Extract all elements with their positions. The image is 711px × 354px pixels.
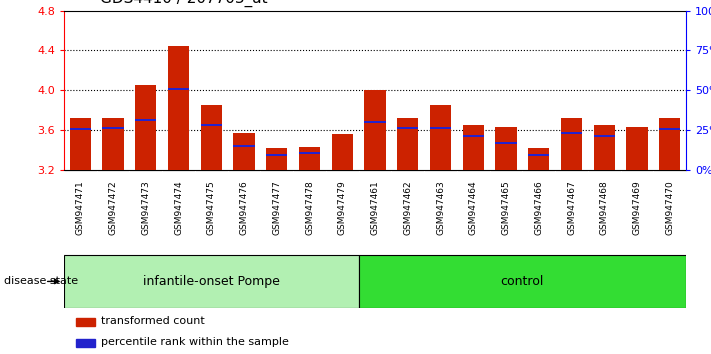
Bar (70, 128, 91, 130)
Bar (397, 127, 419, 129)
Text: GSM947474: GSM947474 (174, 180, 183, 235)
Bar (201, 124, 222, 126)
Bar (626, 127, 648, 170)
Bar (299, 147, 320, 170)
Bar (496, 142, 517, 144)
Bar (594, 135, 615, 137)
Text: GSM947476: GSM947476 (240, 180, 249, 235)
Bar (266, 154, 287, 156)
Text: GSM947464: GSM947464 (469, 180, 478, 235)
Text: GSM947471: GSM947471 (76, 180, 85, 235)
Bar (201, 105, 222, 170)
Bar (102, 118, 124, 170)
Bar (594, 125, 615, 170)
Text: GSM947462: GSM947462 (403, 180, 412, 235)
Bar (463, 135, 484, 137)
Text: GSM947472: GSM947472 (109, 180, 117, 235)
Bar (358, 255, 686, 308)
Text: GSM947467: GSM947467 (567, 180, 576, 235)
Text: percentile rank within the sample: percentile rank within the sample (101, 337, 289, 347)
Text: GSM947469: GSM947469 (633, 180, 641, 235)
Text: control: control (501, 275, 544, 288)
Text: transformed count: transformed count (101, 316, 205, 326)
Bar (561, 118, 582, 170)
Bar (430, 105, 451, 170)
Text: GSM947479: GSM947479 (338, 180, 347, 235)
Bar (331, 134, 353, 170)
Bar (299, 152, 320, 154)
Text: GSM947466: GSM947466 (534, 180, 543, 235)
Bar (102, 127, 124, 129)
Text: GSM947468: GSM947468 (600, 180, 609, 235)
Bar (233, 133, 255, 170)
Bar (266, 148, 287, 170)
Text: GSM947477: GSM947477 (272, 180, 282, 235)
Bar (397, 118, 419, 170)
Text: GSM947470: GSM947470 (665, 180, 674, 235)
Bar (76, 339, 95, 347)
Text: GSM947478: GSM947478 (305, 180, 314, 235)
Bar (528, 154, 550, 156)
Bar (365, 121, 385, 123)
Text: infantile-onset Pompe: infantile-onset Pompe (143, 275, 279, 288)
Bar (64, 255, 358, 308)
Bar (365, 90, 385, 170)
Text: GSM947463: GSM947463 (436, 180, 445, 235)
Bar (76, 318, 95, 326)
Bar (659, 128, 680, 130)
Bar (561, 132, 582, 134)
Text: GSM947475: GSM947475 (207, 180, 216, 235)
Bar (168, 88, 189, 90)
Bar (496, 127, 517, 170)
Bar (463, 125, 484, 170)
Bar (70, 118, 91, 170)
Text: GDS4410 / 207703_at: GDS4410 / 207703_at (100, 0, 267, 7)
Text: GSM947473: GSM947473 (141, 180, 150, 235)
Bar (430, 127, 451, 129)
Bar (233, 145, 255, 147)
Text: GSM947465: GSM947465 (501, 180, 510, 235)
Bar (135, 85, 156, 170)
Bar (659, 118, 680, 170)
Bar (528, 148, 550, 170)
Text: disease state: disease state (4, 276, 77, 286)
Bar (135, 119, 156, 121)
Text: GSM947461: GSM947461 (370, 180, 380, 235)
Bar (168, 46, 189, 170)
